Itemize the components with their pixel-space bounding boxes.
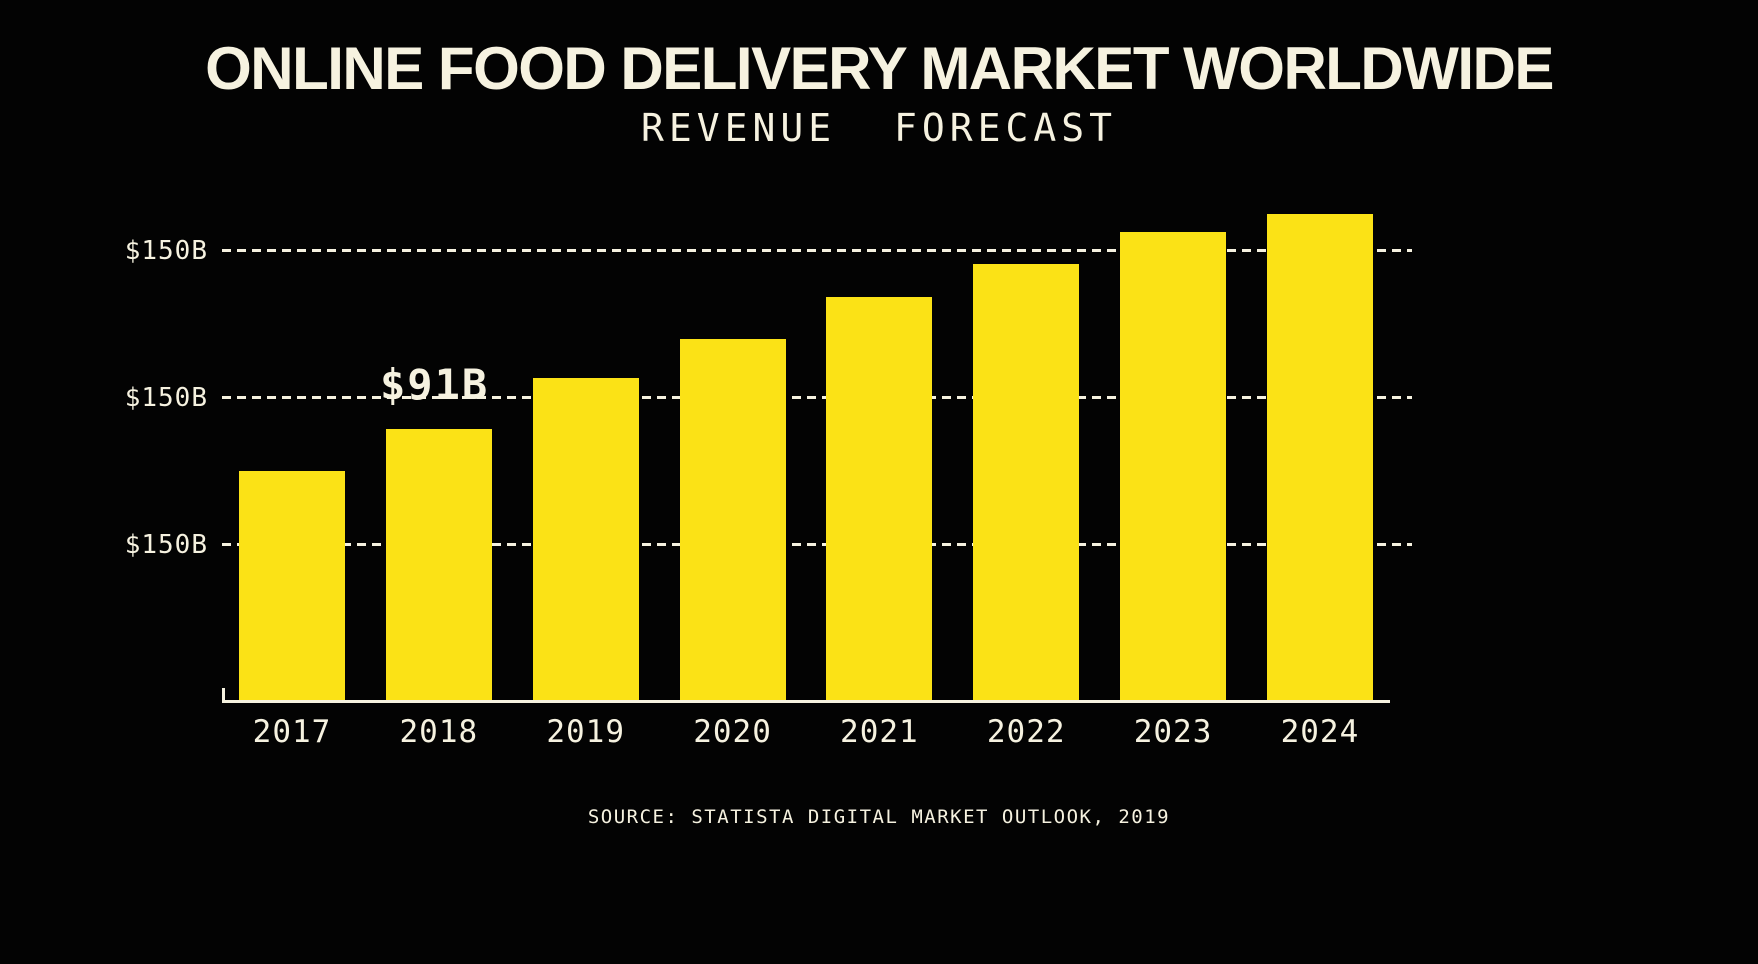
chart-subtitle: REVENUE FORECAST <box>640 106 1118 150</box>
source-caption: SOURCE: STATISTA DIGITAL MARKET OUTLOOK,… <box>587 806 1171 828</box>
bar-2018 <box>385 429 492 701</box>
x-tick-2019: 2019 <box>546 714 626 750</box>
y-tick-label-middle: $150B <box>124 382 208 413</box>
bar-2017 <box>239 471 345 701</box>
bars-group <box>222 200 1390 701</box>
gridline-bottom: $150B <box>125 530 1412 560</box>
y-tick-label-top: $150B <box>124 235 208 266</box>
x-tick-2022: 2022 <box>986 714 1066 750</box>
bar-2022 <box>973 264 1080 701</box>
x-axis-labels: 2017 2018 2019 2020 2021 2022 2023 2024 <box>222 714 1390 750</box>
bar-2020 <box>679 339 786 701</box>
x-axis-line <box>222 700 1390 703</box>
bar-2023 <box>1120 232 1227 701</box>
gridline-top: $150B <box>125 236 1412 266</box>
x-tick-2020: 2020 <box>693 714 772 750</box>
chart-title: ONLINE FOOD DELIVERY MARKET WORLDWIDE <box>205 35 1554 102</box>
bar-2019 <box>532 378 639 701</box>
x-tick-2017: 2017 <box>252 714 332 750</box>
value-annotation-2018: $91B <box>380 360 490 409</box>
bar-2021 <box>826 297 933 701</box>
plot-area: $150B $150B $150B $91B <box>125 200 1412 703</box>
bar-2024 <box>1266 214 1373 701</box>
y-tick-label-bottom: $150B <box>124 529 208 560</box>
x-tick-2021: 2021 <box>840 714 919 750</box>
x-tick-2023: 2023 <box>1133 714 1213 750</box>
gridline-middle: $150B <box>125 383 1412 413</box>
y-axis-stub <box>222 688 225 703</box>
x-tick-2018: 2018 <box>399 714 479 750</box>
x-tick-2024: 2024 <box>1280 714 1360 750</box>
